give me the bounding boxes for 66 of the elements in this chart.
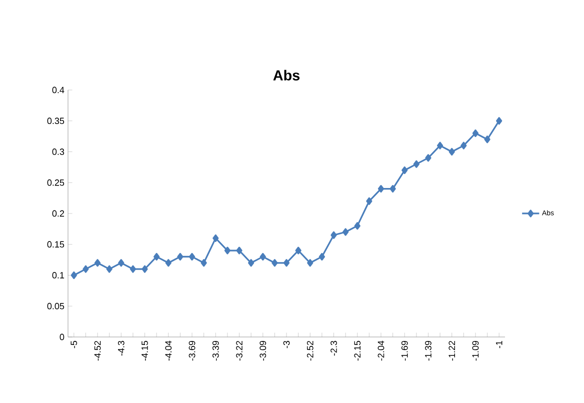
y-tick-label: 0.05 (47, 302, 64, 310)
point (330, 231, 337, 239)
point (307, 259, 314, 267)
point (106, 265, 112, 273)
point (318, 252, 325, 261)
point (472, 129, 479, 138)
point (413, 160, 420, 168)
point (82, 265, 89, 273)
point (436, 142, 444, 150)
point (177, 252, 184, 261)
y-tick-label: 0.3 (52, 148, 64, 155)
x-tick-label: -4.04 (165, 340, 172, 361)
point (390, 184, 396, 193)
y-tick-label: 0.15 (47, 241, 64, 248)
point (260, 252, 266, 261)
point (272, 259, 278, 267)
y-tick-label: 0 (60, 334, 64, 340)
y-tick-label: 0.35 (47, 118, 64, 124)
x-tick-label: -3.39 (212, 340, 219, 361)
point (130, 265, 136, 273)
x-tick-label: -5 (70, 340, 78, 348)
point (118, 259, 124, 267)
point (224, 246, 230, 254)
y-tick-label: 0.25 (47, 179, 64, 186)
x-tick-label: -4.15 (142, 340, 148, 361)
point (295, 246, 302, 254)
point (165, 259, 172, 267)
point (154, 252, 160, 261)
x-tick-label: -3.22 (236, 340, 242, 361)
point (248, 259, 254, 267)
point (484, 136, 490, 144)
point (460, 142, 467, 150)
x-tick-label: -1.09 (472, 340, 479, 361)
x-tick-label: -1.39 (425, 340, 432, 361)
point (366, 197, 372, 205)
point (142, 265, 148, 273)
y-tick-label: 0.2 (52, 210, 64, 217)
chart-title: Abs (273, 70, 300, 80)
x-tick-label: -1 (496, 340, 502, 348)
point (496, 117, 502, 125)
x-tick-label: -1.22 (448, 340, 455, 361)
x-tick-label: -1.69 (401, 340, 408, 361)
y-tick-label: 0.1 (52, 272, 64, 278)
x-tick-label: -2.52 (306, 340, 314, 361)
point (236, 246, 242, 254)
point (212, 234, 219, 242)
x-tick-label: -4.3 (118, 340, 124, 356)
point (378, 184, 384, 193)
point (188, 252, 196, 261)
point (402, 166, 408, 174)
point (342, 228, 349, 236)
point (70, 271, 77, 280)
point (448, 148, 455, 156)
x-tick-label: -3.69 (188, 340, 196, 361)
x-tick-label: -2.3 (330, 340, 337, 356)
point (94, 259, 101, 267)
x-tick-label: -4.52 (94, 340, 101, 361)
x-tick-label: -3 (283, 340, 290, 348)
point (283, 259, 290, 267)
point (354, 222, 360, 230)
point (425, 154, 432, 162)
y-tick-label: 0.4 (52, 86, 64, 94)
point (200, 259, 207, 267)
x-tick-label: -2.04 (378, 340, 384, 361)
x-tick-label: -3.09 (260, 340, 266, 361)
x-tick-label: -2.15 (354, 340, 361, 361)
